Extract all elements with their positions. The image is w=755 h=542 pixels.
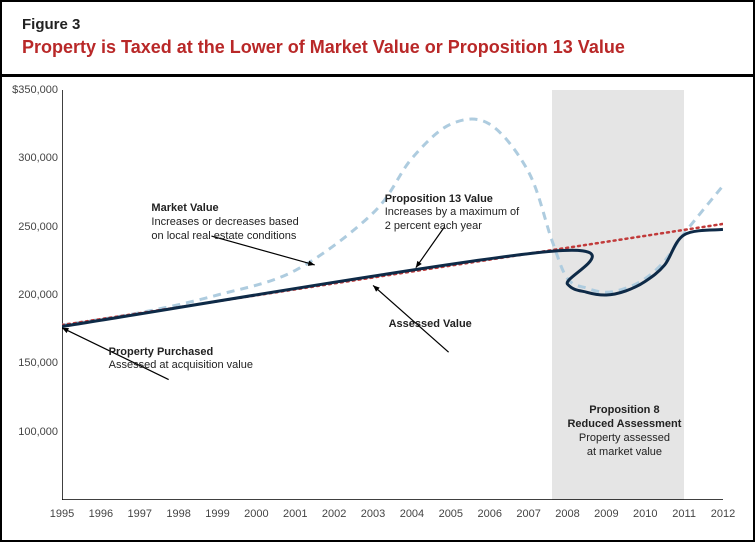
x-tick-label: 2001 (283, 508, 307, 520)
header-divider (2, 74, 753, 77)
x-tick-label: 1995 (50, 508, 74, 520)
annotation-lead: Proposition 13 Value (385, 193, 520, 207)
annotation-sub: Increases or decreases basedon local rea… (151, 216, 298, 244)
figure-title: Property is Taxed at the Lower of Market… (22, 37, 733, 58)
y-tick-label: 100,000 (6, 426, 58, 438)
annotation-market-value: Market ValueIncreases or decreases based… (151, 202, 298, 243)
x-tick-label: 2002 (322, 508, 346, 520)
x-tick-label: 1997 (128, 508, 152, 520)
x-tick-label: 1999 (205, 508, 229, 520)
x-tick-label: 2000 (244, 508, 268, 520)
x-tick-label: 2009 (594, 508, 618, 520)
y-tick-label: 200,000 (6, 289, 58, 301)
annotation-prop8: Proposition 8Reduced AssessmentProperty … (567, 404, 681, 459)
annotation-assessed-value: Assessed Value (389, 318, 472, 332)
x-tick-label: 2003 (361, 508, 385, 520)
annotation-sub: Assessed at acquisition value (109, 359, 253, 373)
assessed-value-line (62, 229, 723, 326)
x-tick-label: 2007 (516, 508, 540, 520)
x-tick-label: 2005 (439, 508, 463, 520)
annotation-sub: Property assessedat market value (567, 432, 681, 460)
figure-header: Figure 3 Property is Taxed at the Lower … (2, 2, 753, 66)
annotation-lead: Proposition 8Reduced Assessment (567, 404, 681, 432)
y-tick-label: 300,000 (6, 152, 58, 164)
annotation-sub: Increases by a maximum of2 percent each … (385, 206, 520, 234)
annotation-lead: Market Value (151, 202, 298, 216)
annotation-lead: Assessed Value (389, 318, 472, 332)
annotation-lead: Property Purchased (109, 346, 253, 360)
x-tick-label: 2010 (633, 508, 657, 520)
y-tick-label: 250,000 (6, 221, 58, 233)
x-tick-label: 2004 (400, 508, 424, 520)
x-tick-label: 2006 (477, 508, 501, 520)
y-tick-label: 150,000 (6, 357, 58, 369)
x-tick-label: 2011 (672, 508, 696, 520)
annotation-property-purchased: Property PurchasedAssessed at acquisitio… (109, 346, 253, 374)
x-tick-label: 1998 (166, 508, 190, 520)
chart-plot-area: 100,000150,000200,000250,000300,000$350,… (62, 90, 723, 500)
x-tick-label: 2012 (711, 508, 735, 520)
y-tick-label: $350,000 (6, 84, 58, 96)
figure-label: Figure 3 (22, 16, 733, 33)
x-tick-label: 1996 (89, 508, 113, 520)
figure-container: Figure 3 Property is Taxed at the Lower … (0, 0, 755, 542)
x-tick-label: 2008 (555, 508, 579, 520)
annotation-prop13-value: Proposition 13 ValueIncreases by a maxim… (385, 193, 520, 234)
